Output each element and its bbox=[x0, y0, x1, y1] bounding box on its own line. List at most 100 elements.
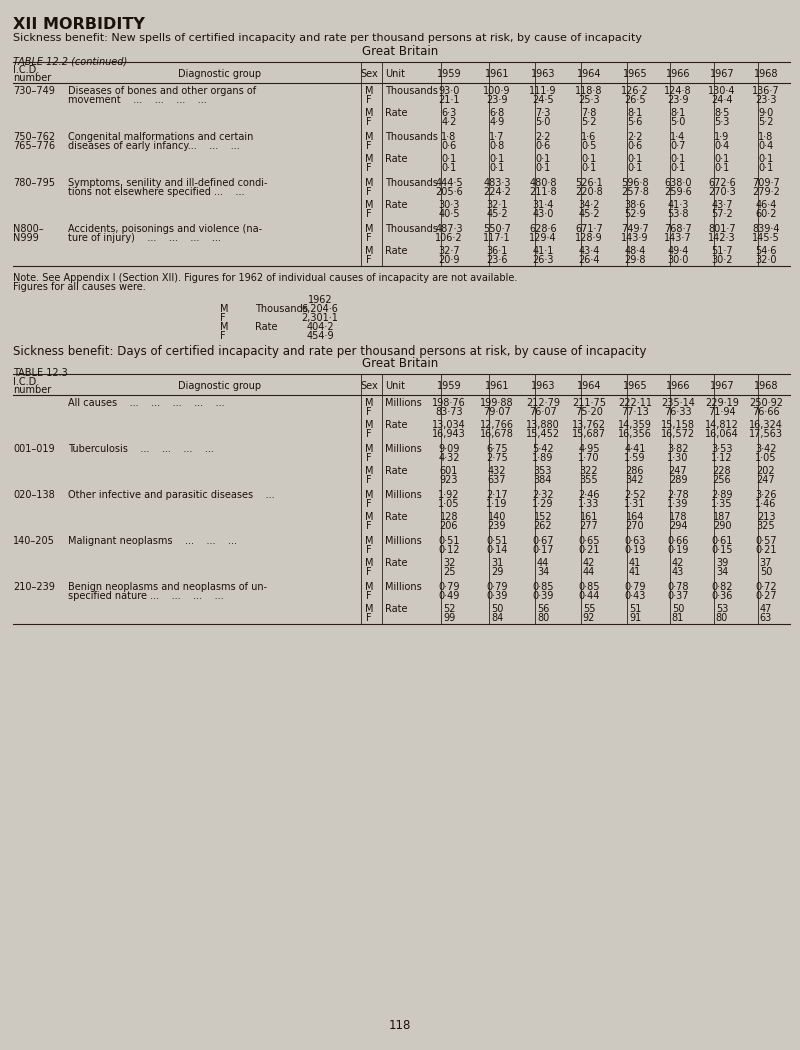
Text: Rate: Rate bbox=[385, 604, 407, 614]
Text: 0·17: 0·17 bbox=[532, 545, 554, 555]
Text: 596·8: 596·8 bbox=[621, 178, 649, 188]
Text: number: number bbox=[13, 385, 51, 395]
Text: 2·32: 2·32 bbox=[532, 490, 554, 500]
Text: 228: 228 bbox=[713, 466, 731, 476]
Text: 43·7: 43·7 bbox=[711, 200, 733, 210]
Text: 801·7: 801·7 bbox=[708, 224, 736, 234]
Text: 32·7: 32·7 bbox=[438, 246, 460, 256]
Text: 29·8: 29·8 bbox=[624, 255, 646, 265]
Text: 1964: 1964 bbox=[577, 69, 602, 79]
Text: 454·9: 454·9 bbox=[306, 331, 334, 341]
Text: 001–019: 001–019 bbox=[13, 444, 54, 454]
Text: Rate: Rate bbox=[385, 108, 407, 118]
Text: F: F bbox=[366, 545, 372, 555]
Text: Thousands: Thousands bbox=[385, 224, 438, 234]
Text: 30·3: 30·3 bbox=[438, 200, 460, 210]
Text: F: F bbox=[366, 429, 372, 439]
Text: 41: 41 bbox=[629, 558, 641, 568]
Text: 0·1: 0·1 bbox=[442, 154, 457, 164]
Text: 0·79: 0·79 bbox=[438, 582, 460, 592]
Text: 20·9: 20·9 bbox=[438, 255, 460, 265]
Text: M: M bbox=[220, 304, 229, 314]
Text: 270·3: 270·3 bbox=[708, 187, 736, 197]
Text: 79·07: 79·07 bbox=[483, 407, 511, 417]
Text: 290: 290 bbox=[713, 521, 731, 531]
Text: 76·07: 76·07 bbox=[529, 407, 557, 417]
Text: 444·5: 444·5 bbox=[435, 178, 463, 188]
Text: 32·0: 32·0 bbox=[755, 255, 777, 265]
Text: 41·1: 41·1 bbox=[532, 246, 554, 256]
Text: 30·2: 30·2 bbox=[711, 255, 733, 265]
Text: 7·3: 7·3 bbox=[535, 108, 550, 118]
Text: 2·52: 2·52 bbox=[624, 490, 646, 500]
Text: 2·75: 2·75 bbox=[486, 453, 508, 463]
Text: Rate: Rate bbox=[385, 154, 407, 164]
Text: 130·4: 130·4 bbox=[708, 86, 736, 96]
Text: 1961: 1961 bbox=[485, 381, 510, 391]
Text: Rate: Rate bbox=[385, 246, 407, 256]
Text: 250·92: 250·92 bbox=[749, 398, 783, 408]
Text: M: M bbox=[365, 582, 374, 592]
Text: 41: 41 bbox=[629, 567, 641, 578]
Text: diseases of early infancy...    ...    ...: diseases of early infancy... ... ... bbox=[68, 141, 240, 151]
Text: 1·30: 1·30 bbox=[667, 453, 689, 463]
Text: 0·82: 0·82 bbox=[711, 582, 733, 592]
Text: 0·1: 0·1 bbox=[582, 163, 597, 173]
Text: 286: 286 bbox=[626, 466, 644, 476]
Text: 1961: 1961 bbox=[485, 69, 510, 79]
Text: 709·7: 709·7 bbox=[752, 178, 780, 188]
Text: 277: 277 bbox=[580, 521, 598, 531]
Text: 212·79: 212·79 bbox=[526, 398, 560, 408]
Text: Thousands: Thousands bbox=[385, 178, 438, 188]
Text: tions not elsewhere specified ...    ...: tions not elsewhere specified ... ... bbox=[68, 187, 245, 197]
Text: 43·0: 43·0 bbox=[532, 209, 554, 219]
Text: 117·1: 117·1 bbox=[483, 233, 511, 243]
Text: 9·09: 9·09 bbox=[438, 444, 460, 454]
Text: 124·8: 124·8 bbox=[664, 86, 692, 96]
Text: 2,301·1: 2,301·1 bbox=[302, 313, 338, 323]
Text: F: F bbox=[366, 499, 372, 509]
Text: 15,158: 15,158 bbox=[661, 420, 695, 430]
Text: Malignant neoplasms    ...    ...    ...: Malignant neoplasms ... ... ... bbox=[68, 536, 237, 546]
Text: 342: 342 bbox=[626, 475, 644, 485]
Text: 749·7: 749·7 bbox=[621, 224, 649, 234]
Text: M: M bbox=[365, 224, 374, 234]
Text: 628·6: 628·6 bbox=[529, 224, 557, 234]
Text: Benign neoplasms and neoplasms of un-: Benign neoplasms and neoplasms of un- bbox=[68, 582, 267, 592]
Text: 14,812: 14,812 bbox=[705, 420, 739, 430]
Text: 1·92: 1·92 bbox=[438, 490, 460, 500]
Text: Rate: Rate bbox=[385, 466, 407, 476]
Text: 12,766: 12,766 bbox=[480, 420, 514, 430]
Text: 0·21: 0·21 bbox=[755, 545, 777, 555]
Text: 780–795: 780–795 bbox=[13, 178, 55, 188]
Text: 16,678: 16,678 bbox=[480, 429, 514, 439]
Text: 161: 161 bbox=[580, 512, 598, 522]
Text: 23·6: 23·6 bbox=[486, 255, 508, 265]
Text: 23·3: 23·3 bbox=[755, 94, 777, 105]
Text: 220·8: 220·8 bbox=[575, 187, 603, 197]
Text: 1965: 1965 bbox=[622, 381, 647, 391]
Text: 41·3: 41·3 bbox=[667, 200, 689, 210]
Text: movement    ...    ...    ...    ...: movement ... ... ... ... bbox=[68, 94, 206, 105]
Text: F: F bbox=[366, 475, 372, 485]
Text: F: F bbox=[366, 163, 372, 173]
Text: F: F bbox=[366, 407, 372, 417]
Text: 1967: 1967 bbox=[710, 381, 734, 391]
Text: Diseases of bones and other organs of: Diseases of bones and other organs of bbox=[68, 86, 256, 96]
Text: F: F bbox=[366, 255, 372, 265]
Text: 294: 294 bbox=[669, 521, 687, 531]
Text: 0·1: 0·1 bbox=[758, 163, 774, 173]
Text: 81: 81 bbox=[672, 613, 684, 623]
Text: 279·2: 279·2 bbox=[752, 187, 780, 197]
Text: 0·8: 0·8 bbox=[490, 141, 505, 151]
Text: F: F bbox=[366, 187, 372, 197]
Text: 5·0: 5·0 bbox=[535, 117, 550, 127]
Text: 106·2: 106·2 bbox=[435, 233, 463, 243]
Text: 77·13: 77·13 bbox=[621, 407, 649, 417]
Text: 355: 355 bbox=[580, 475, 598, 485]
Text: 0·37: 0·37 bbox=[667, 591, 689, 601]
Text: 63: 63 bbox=[760, 613, 772, 623]
Text: 15,687: 15,687 bbox=[572, 429, 606, 439]
Text: M: M bbox=[365, 558, 374, 568]
Text: 8·5: 8·5 bbox=[714, 108, 730, 118]
